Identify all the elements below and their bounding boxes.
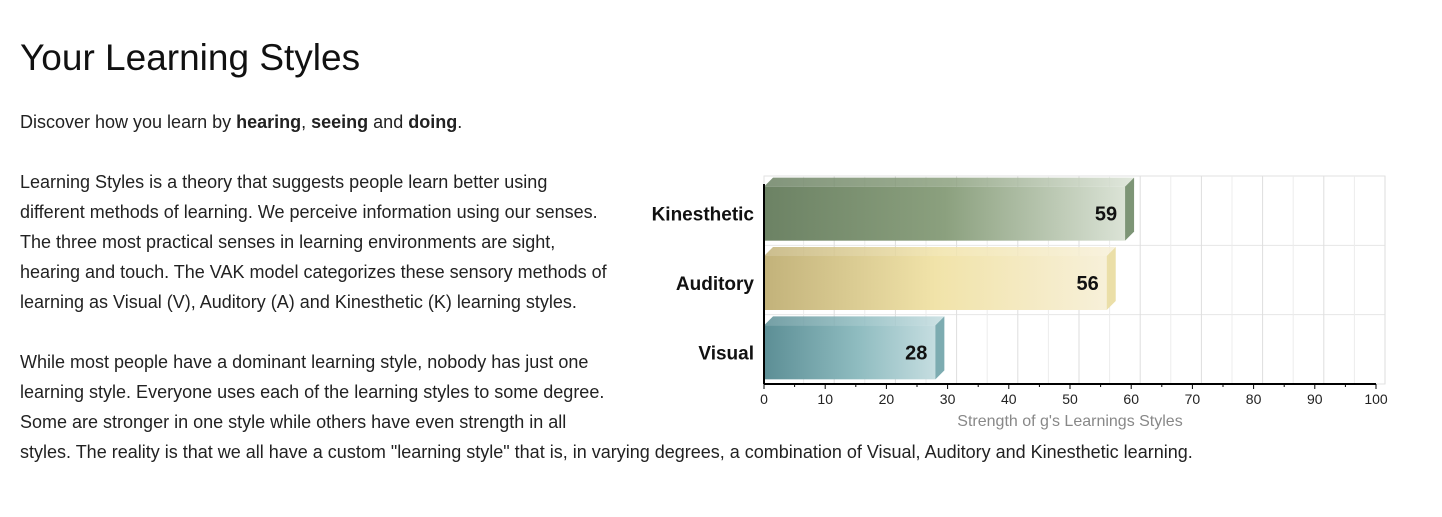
- x-tick-label: 100: [1364, 391, 1388, 407]
- x-tick-label: 0: [760, 391, 768, 407]
- category-label-kinesthetic: Kinesthetic: [652, 205, 755, 226]
- data-label-visual: 28: [905, 342, 927, 364]
- bar-top-face: [764, 316, 945, 326]
- paragraph-learning-style: While most people have a dominant learni…: [20, 347, 1420, 467]
- intro-text: Discover how you learn by hearing, seein…: [20, 108, 462, 136]
- intro-seeing: seeing: [311, 112, 369, 132]
- bar-front-face: [764, 186, 1126, 241]
- bar-top-face: [764, 177, 1135, 187]
- bar-front-face: [764, 256, 1107, 310]
- intro-prefix: Discover how you learn by: [20, 112, 237, 132]
- bar-visual: 28: [764, 316, 945, 380]
- intro-suffix: .: [457, 112, 463, 132]
- learning-styles-chart: 59 56 28 0 10 20 30 40 50 60 70 80 90 100 Strength of…: [628, 158, 1418, 448]
- x-tick-label: 10: [817, 391, 833, 407]
- x-tick-label: 40: [1001, 391, 1017, 407]
- paragraph-vak-theory: Learning Styles is a theory that suggest…: [20, 172, 607, 312]
- bar-top-face: [764, 247, 1116, 256]
- bar-side-face: [1125, 177, 1135, 241]
- bar-auditory: 56: [764, 247, 1116, 310]
- data-label-kinesthetic: 59: [1095, 204, 1117, 226]
- bar-kinesthetic: 59: [764, 177, 1135, 241]
- x-axis-title: Strength of g's Learnings Styles: [957, 413, 1182, 430]
- x-tick-label: 30: [940, 391, 956, 407]
- x-tick-label: 60: [1123, 391, 1139, 407]
- chart-svg: 59 56 28 0 10 20 30 40 50 60 70 80 90 100 Strength of…: [652, 175, 1388, 430]
- category-label-auditory: Auditory: [676, 274, 755, 295]
- intro-doing: doing: [408, 112, 458, 132]
- intro-hearing: hearing: [236, 112, 302, 132]
- x-tick-label: 50: [1062, 391, 1078, 407]
- bar-side-face: [935, 316, 945, 380]
- paragraph-learning-style-text: While most people have a dominant learni…: [20, 352, 1193, 462]
- intro-sep1: ,: [301, 112, 312, 132]
- x-tick-label: 90: [1307, 391, 1323, 407]
- intro-sep2: and: [368, 112, 409, 132]
- data-label-auditory: 56: [1076, 273, 1098, 295]
- page-title: Your Learning Styles: [20, 37, 361, 78]
- text-block: Learning Styles is a theory that suggest…: [20, 167, 1420, 467]
- bar-side-face: [1106, 247, 1116, 310]
- category-label-visual: Visual: [698, 343, 754, 364]
- x-tick-label: 80: [1246, 391, 1262, 407]
- bar-front-face: [764, 325, 936, 380]
- x-tick-label: 70: [1185, 391, 1201, 407]
- x-tick-label: 20: [879, 391, 895, 407]
